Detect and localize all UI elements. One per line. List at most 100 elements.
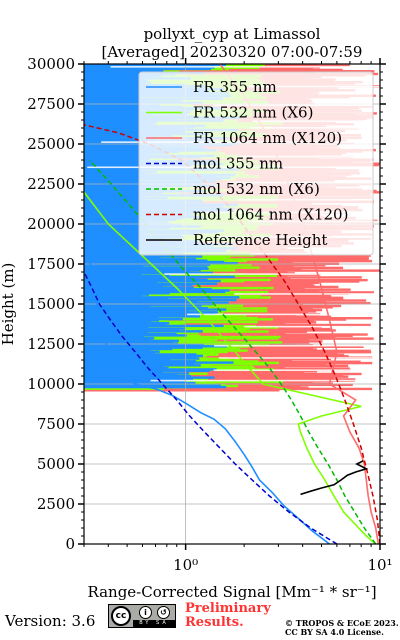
noise-band-3 — [84, 236, 184, 239]
copyright-note: © TROPOS & ECoE 2023. CC BY SA 4.0 Licen… — [285, 619, 399, 637]
noise-band-3 — [84, 360, 197, 363]
noise-band-3 — [84, 271, 213, 275]
noise-band-3 — [84, 100, 183, 103]
noise-band-3 — [84, 64, 226, 66]
noise-band-3 — [84, 339, 179, 343]
noise-band-3 — [84, 263, 211, 266]
x-axis-label: Range-Corrected Signal [Mm⁻¹ * sr⁻¹] — [87, 583, 376, 600]
noise-band-3 — [84, 304, 202, 307]
noise-band-3 — [84, 151, 168, 155]
noise-band-3 — [84, 256, 161, 260]
noise-band-3 — [84, 384, 221, 387]
noise-band-3 — [84, 380, 186, 383]
noise-band-3 — [84, 70, 164, 73]
noise-band-3 — [84, 311, 219, 314]
footer: Version: 3.6 cc i ↺ BY SA Preliminary Re… — [0, 600, 400, 640]
noise-band-2 — [84, 337, 279, 340]
noise-band-3 — [84, 332, 177, 336]
noise-band-3 — [84, 379, 178, 382]
noise-band-3 — [84, 98, 152, 102]
noise-band-3 — [84, 320, 151, 324]
y-tick-label: 27500 — [27, 95, 75, 113]
noise-band-3 — [84, 69, 164, 72]
noise-band-3 — [84, 259, 208, 262]
chart-title-line2: [Averaged] 20230320 07:00-07:59 — [102, 43, 363, 61]
copyright-line2: CC BY SA 4.0 License. — [285, 627, 384, 637]
y-tick-label: 2500 — [37, 495, 75, 513]
noise-band-3 — [84, 355, 197, 359]
noise-band-3 — [84, 342, 178, 345]
noise-band-3 — [84, 278, 208, 281]
noise-band-0 — [84, 372, 362, 376]
version-label: Version: 3.6 — [5, 612, 96, 630]
noise-band-3 — [84, 73, 176, 76]
series-line-fr-355-nm — [84, 223, 330, 544]
license-terms-bar: BY SA — [133, 620, 175, 627]
noise-band-3 — [84, 166, 187, 170]
noise-band-3 — [84, 321, 170, 325]
chart-title-line1: pollyxt_cyp at Limassol — [144, 25, 321, 43]
noise-band-3 — [84, 81, 151, 84]
noise-band-3 — [84, 268, 201, 272]
noise-band-3 — [84, 358, 171, 362]
noise-band-3 — [84, 308, 227, 311]
noise-band-3 — [84, 228, 148, 231]
noise-band-3 — [84, 274, 170, 277]
noise-band-2 — [84, 341, 283, 344]
noise-band-3 — [84, 275, 235, 279]
noise-band-3 — [84, 365, 165, 368]
noise-band-3 — [84, 330, 203, 333]
noise-gap — [218, 357, 380, 359]
noise-band-3 — [84, 376, 215, 379]
noise-band-3 — [84, 153, 148, 156]
noise-band-0 — [84, 374, 344, 377]
y-tick-label: 12500 — [27, 335, 75, 353]
noise-band-1 — [84, 70, 375, 73]
noise-band-3 — [84, 179, 140, 182]
noise-band-2 — [84, 349, 248, 352]
noise-band-3 — [84, 192, 150, 196]
noise-band-3 — [84, 338, 152, 341]
noise-band-3 — [84, 112, 187, 115]
lidar-profile-chart: pollyxt_cyp at Limassol [Averaged] 20230… — [0, 25, 393, 600]
noise-band-3 — [84, 309, 189, 313]
noise-band-3 — [84, 289, 230, 292]
cc-license-badge[interactable]: cc i ↺ BY SA — [108, 604, 176, 628]
noise-band-3 — [84, 164, 192, 167]
noise-band-3 — [84, 83, 186, 87]
noise-band-3 — [84, 219, 146, 223]
noise-band-3 — [84, 138, 155, 141]
noise-band-3 — [84, 347, 173, 351]
noise-band-3 — [84, 286, 194, 290]
noise-band-3 — [84, 117, 173, 121]
noise-band-3 — [84, 313, 198, 317]
noise-band-3 — [84, 74, 161, 77]
noise-band-3 — [84, 327, 185, 330]
noise-band-3 — [84, 319, 160, 322]
noise-band-3 — [84, 96, 141, 99]
noise-band-3 — [84, 234, 183, 238]
y-tick-label: 7500 — [37, 415, 75, 433]
x-tick-label: 10⁰ — [173, 556, 198, 574]
noise-band-3 — [84, 293, 149, 296]
noise-band-3 — [84, 150, 180, 154]
noise-band-3 — [84, 301, 229, 304]
noise-band-3 — [84, 120, 158, 124]
noise-band-3 — [84, 221, 168, 224]
noise-band-3 — [84, 78, 145, 81]
noise-band-3 — [84, 373, 178, 377]
legend-box — [138, 71, 374, 256]
noise-band-3 — [84, 266, 208, 269]
y-tick-label: 22500 — [27, 175, 75, 193]
noise-band-3 — [84, 343, 204, 347]
noise-band-3 — [84, 277, 198, 280]
y-tick-label: 15000 — [27, 295, 75, 313]
noise-band-3 — [84, 350, 160, 353]
noise-band-3 — [84, 336, 155, 340]
noise-band-3 — [84, 362, 195, 366]
noise-gap — [213, 369, 380, 372]
noise-band-3 — [84, 206, 186, 209]
noise-band-3 — [84, 335, 144, 338]
noise-band-3 — [84, 298, 237, 302]
noise-band-0 — [84, 387, 373, 391]
